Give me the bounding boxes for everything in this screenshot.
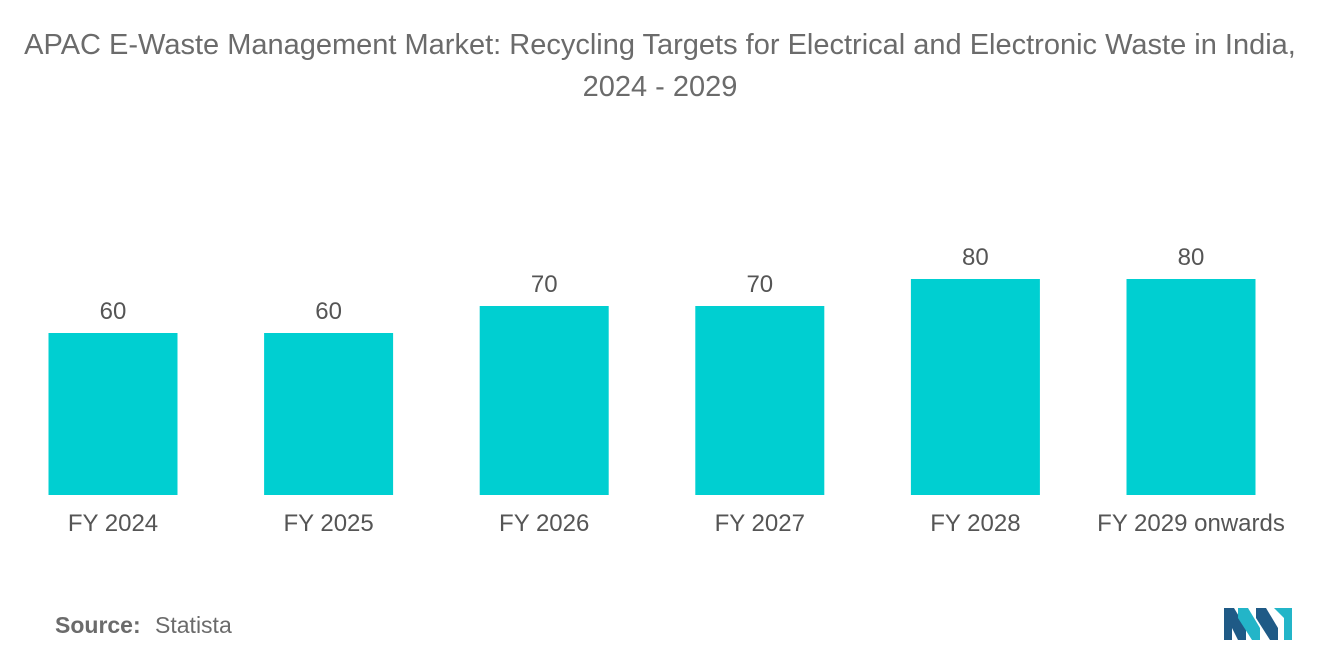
source-label: Source:	[55, 612, 141, 638]
bar-fy-2024	[48, 333, 178, 495]
data-label: 60	[100, 298, 127, 325]
data-label: 60	[315, 298, 342, 325]
data-label: 80	[962, 244, 989, 271]
bar-fy-2027	[695, 306, 825, 495]
bar-fy-2025	[264, 333, 394, 495]
source-note: Source: Statista	[55, 612, 232, 639]
x-tick-label: FY 2026	[499, 510, 589, 537]
x-tick-label: FY 2029 onwards	[1097, 510, 1285, 537]
x-tick-label: FY 2025	[283, 510, 373, 537]
mordor-logo-icon	[1224, 608, 1292, 640]
x-tick-label: FY 2024	[68, 510, 158, 537]
x-tick-label: FY 2028	[930, 510, 1020, 537]
bar-chart: 60 FY 2024 60 FY 2025 70 FY 2026 70 FY 2027 80 FY…	[48, 244, 1285, 537]
data-label: 80	[1178, 244, 1205, 271]
bar-fy-2026	[479, 306, 609, 495]
source-value: Statista	[155, 612, 232, 638]
bar-fy-2028	[910, 279, 1040, 495]
chart-title: APAC E-Waste Management Market: Recyclin…	[24, 29, 1296, 103]
bar-fy-2029-onwards	[1126, 279, 1256, 495]
x-tick-label: FY 2027	[715, 510, 805, 537]
data-label: 70	[746, 271, 773, 298]
data-label: 70	[531, 271, 558, 298]
